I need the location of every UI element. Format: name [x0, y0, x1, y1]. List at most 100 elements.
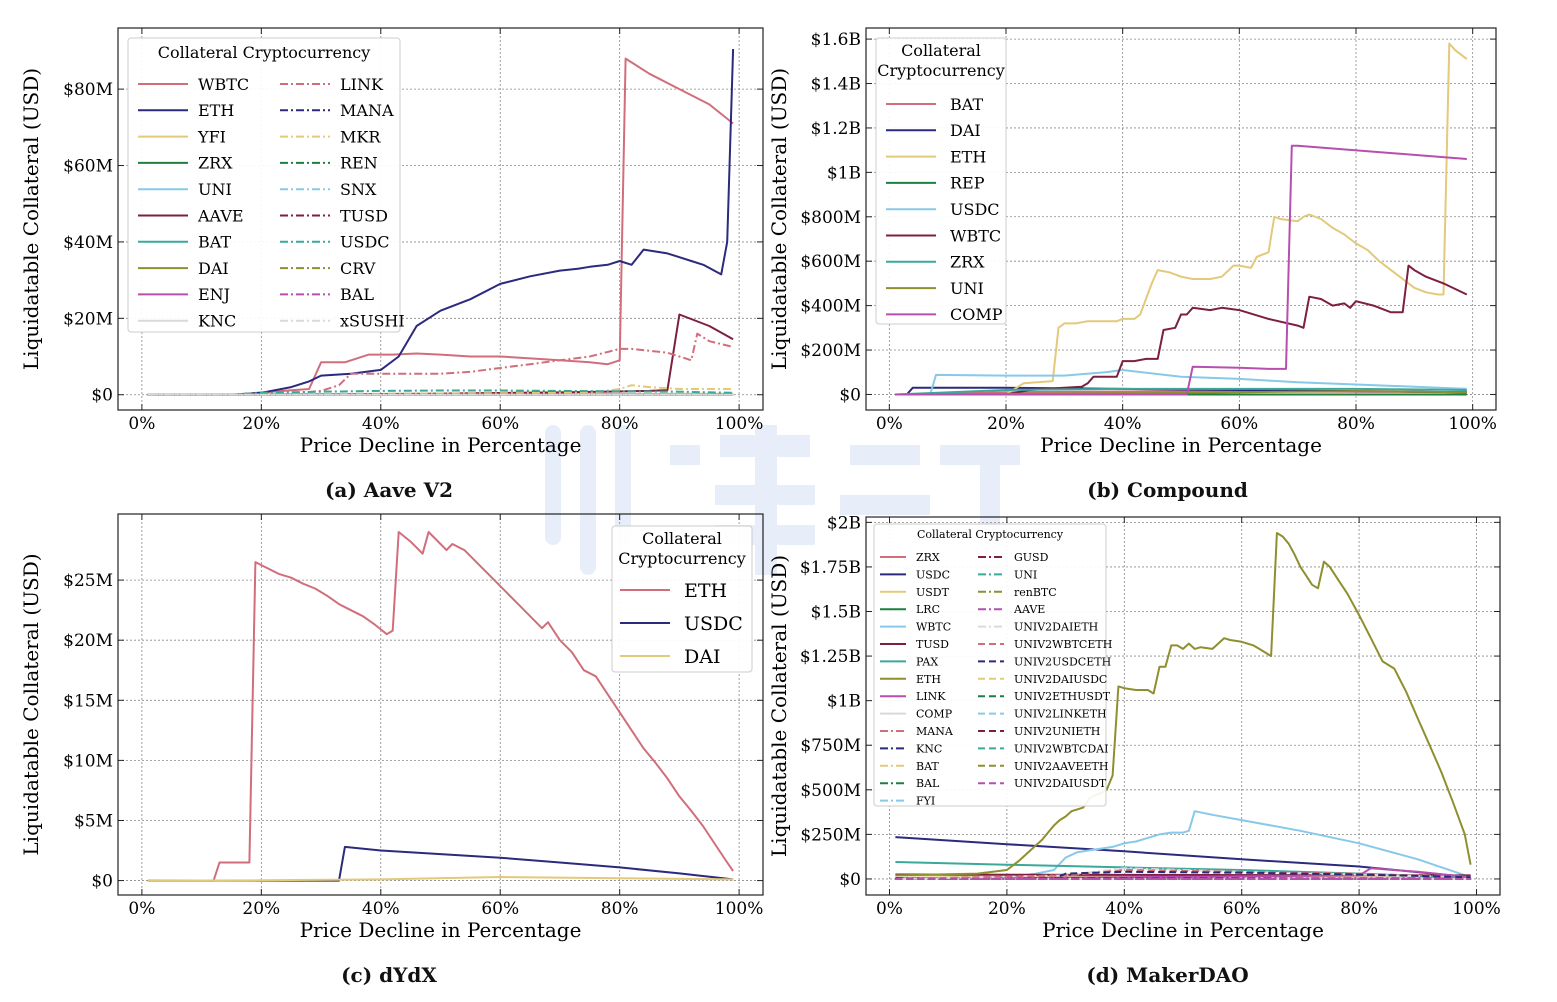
- y-tick-label: $25M: [63, 571, 113, 591]
- x-tick-label: 40%: [362, 414, 400, 434]
- legend-item-mkr: MKR: [280, 127, 381, 146]
- legend: Collateral Cryptocurrency WBTC ETH YFI ZRX UN…: [127, 37, 405, 333]
- y-tick-label: $20M: [63, 631, 113, 651]
- legend-label: UNIV2WBTCETH: [1014, 638, 1112, 651]
- legend-label: UNIV2DAIETH: [1014, 621, 1098, 634]
- legend-label: SNX: [340, 180, 377, 199]
- y-tick-label: $60M: [63, 157, 113, 177]
- y-tick-label: $1.75B: [800, 558, 861, 578]
- series-line-usdc: [147, 845, 734, 882]
- legend-label: BAL: [916, 777, 940, 790]
- series-line-comp: [895, 144, 1467, 396]
- y-tick-label: $2B: [827, 513, 861, 533]
- legend-item-aave: AAVE: [978, 603, 1045, 616]
- legend-item-dai: DAI: [620, 646, 720, 668]
- y-tick-label: $1.2B: [811, 119, 861, 139]
- chart-b: 0% 20% 40% 60% 80% 100% $0 $200M $400M $600M $800M…: [767, 27, 1497, 457]
- legend-item-tusd: TUSD: [880, 638, 949, 651]
- series-line-eth: [147, 48, 735, 396]
- x-axis-title: Price Decline in Percentage: [1042, 918, 1324, 942]
- x-axis-title: Price Decline in Percentage: [300, 433, 582, 457]
- series-line-wbtc: [895, 264, 1468, 396]
- legend-item-usdc: USDC: [880, 568, 950, 581]
- series-group: [895, 42, 1468, 396]
- x-tick-label: 0%: [876, 899, 903, 919]
- caption-d: (d) MakerDAO: [1086, 963, 1249, 987]
- y-tick-label: $0: [839, 385, 861, 405]
- legend-label: LINK: [916, 690, 946, 703]
- legend-item-eth: ETH: [880, 673, 941, 686]
- y-tick-label: $1B: [827, 692, 861, 712]
- legend-item-bat: BAT: [886, 95, 983, 114]
- legend-item-univ2wbtcdai: UNIV2WBTCDAI: [978, 742, 1108, 755]
- legend: Collateral Cryptocurrency ZRX USDC USDT LRC W…: [873, 523, 1112, 808]
- legend-item-wbtc: WBTC: [138, 75, 249, 94]
- y-tick-label: $500M: [800, 781, 861, 801]
- legend-label: ENJ: [198, 285, 230, 304]
- legend-label: AAVE: [1013, 603, 1045, 616]
- x-tick-label: 80%: [1337, 414, 1375, 434]
- legend-item-knc: KNC: [138, 311, 236, 330]
- legend-label: ZRX: [950, 253, 985, 272]
- caption-b: (b) Compound: [1087, 478, 1248, 502]
- legend-item-zrx: ZRX: [886, 253, 985, 272]
- legend-label: WBTC: [198, 75, 249, 94]
- series-line-dai: [147, 876, 734, 882]
- legend-label: WBTC: [950, 226, 1001, 245]
- x-tick-label: 0%: [128, 899, 155, 919]
- legend-item-univ2wbtceth: UNIV2WBTCETH: [978, 638, 1112, 651]
- legend-label: UNIV2WBTCDAI: [1014, 742, 1108, 755]
- legend-item-tusd: TUSD: [280, 206, 388, 225]
- legend-item-gusd: GUSD: [978, 551, 1049, 564]
- legend-title: Collateral: [901, 41, 981, 60]
- legend-item-lrc: LRC: [880, 603, 940, 616]
- chart-d: 0% 20% 40% 60% 80% 100% $0 $250M $500M $750M $1B $1…: [767, 513, 1501, 942]
- legend-item-univ2daieth: UNIV2DAIETH: [978, 621, 1098, 634]
- legend-label: DAI: [684, 646, 720, 668]
- series-line-eth: [147, 531, 734, 882]
- y-axis-title: Liquidatable Collateral (USD): [767, 555, 791, 857]
- y-tick-label: $15M: [63, 691, 113, 711]
- plot-frame: [865, 27, 1497, 411]
- legend-label: USDC: [916, 568, 950, 581]
- legend-label: USDT: [916, 586, 950, 599]
- legend-item-zrx: ZRX: [880, 551, 940, 564]
- series-group: [147, 531, 734, 882]
- legend-item-wbtc: WBTC: [886, 226, 1001, 245]
- legend-item-usdc: USDC: [620, 613, 743, 635]
- y-tick-label: $400M: [800, 297, 861, 317]
- legend-label: PAX: [916, 655, 938, 668]
- legend-label: UNI: [950, 279, 984, 298]
- y-tick-label: $600M: [800, 252, 861, 272]
- y-tick-label: $250M: [800, 825, 861, 845]
- legend-item-eth: ETH: [138, 101, 234, 120]
- legend-label: TUSD: [916, 638, 949, 651]
- legend-item-uni: UNI: [886, 279, 984, 298]
- plot-frame: [865, 516, 1501, 896]
- legend-label: COMP: [950, 305, 1003, 324]
- legend-label: FYI: [916, 795, 935, 808]
- legend-label: UNIV2UNIETH: [1014, 725, 1100, 738]
- y-axis-title: Liquidatable Collateral (USD): [19, 68, 43, 370]
- y-tick-label: $800M: [800, 208, 861, 228]
- series-group: [895, 532, 1472, 880]
- chart-c: 0% 20% 40% 60% 80% 100% $0 $5M $10M $15M $20M $25M P…: [19, 513, 764, 942]
- legend-label: USDC: [340, 233, 390, 252]
- series-line-usdc: [895, 369, 1467, 396]
- y-axis-title: Liquidatable Collateral (USD): [767, 68, 791, 370]
- caption-c: (c) dYdX: [341, 963, 437, 987]
- legend-item-bal: BAL: [880, 777, 940, 790]
- legend-item-univ2unieth: UNIV2UNIETH: [978, 725, 1100, 738]
- y-tick-label: $80M: [63, 80, 113, 100]
- x-tick-label: 60%: [1220, 414, 1258, 434]
- axis-ticks: 0% 20% 40% 60% 80% 100% $0 $5M $10M $15M $20M $25M: [63, 514, 763, 919]
- legend-label: ETH: [916, 673, 941, 686]
- legend-label: UNIV2DAIUSDC: [1014, 673, 1107, 686]
- legend-label: LINK: [340, 75, 384, 94]
- legend-item-snx: SNX: [280, 180, 377, 199]
- x-tick-label: 40%: [1104, 414, 1142, 434]
- legend-item-knc: KNC: [880, 742, 942, 755]
- caption-a: (a) Aave V2: [324, 478, 454, 502]
- legend-label: BAT: [916, 760, 939, 773]
